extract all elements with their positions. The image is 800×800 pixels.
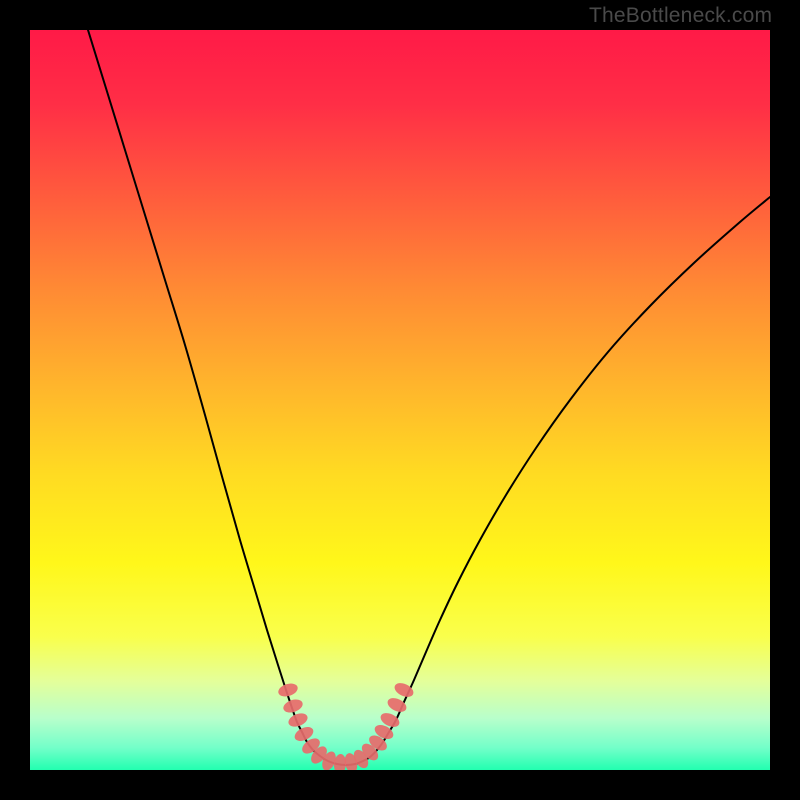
gradient-background bbox=[30, 30, 770, 770]
watermark-text: TheBottleneck.com bbox=[589, 4, 772, 28]
chart-svg bbox=[30, 30, 770, 770]
plot-area bbox=[30, 30, 770, 770]
